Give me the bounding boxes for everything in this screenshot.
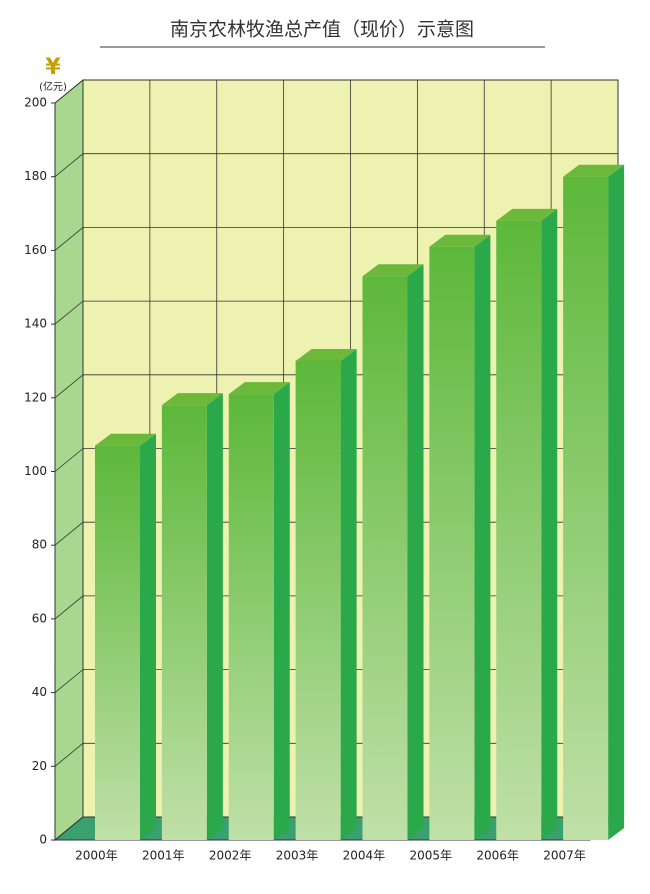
y-tick-label: 100 <box>24 464 47 478</box>
y-tick-label: 60 <box>32 611 47 625</box>
x-tick-label: 2000年 <box>75 849 118 863</box>
y-tick-label: 120 <box>24 390 47 404</box>
chart-title: 南京农林牧渔总产值（现价）示意图 <box>170 19 474 41</box>
bar-side <box>206 393 223 840</box>
bar-side <box>474 234 491 841</box>
bar-side <box>407 264 424 840</box>
y-tick-label: 140 <box>24 317 47 331</box>
bar-side <box>140 433 156 840</box>
bar-top <box>295 348 357 361</box>
grid-line <box>54 153 618 178</box>
bar <box>161 405 207 840</box>
bar-side <box>608 164 625 840</box>
grid-line <box>54 79 618 104</box>
bar-top <box>563 164 625 177</box>
bar <box>95 445 140 840</box>
bar-top <box>496 208 558 221</box>
grid-line <box>54 226 618 251</box>
x-tick-label: 2004年 <box>343 849 386 863</box>
bar <box>295 360 341 840</box>
x-tick-label: 2006年 <box>476 849 519 863</box>
x-tick-label: 2001年 <box>142 849 185 863</box>
y-tick-label: 0 <box>39 833 47 847</box>
x-tick-label: 2003年 <box>276 849 319 863</box>
x-tick-label: 2007年 <box>543 849 586 863</box>
y-tick-label: 160 <box>24 243 47 257</box>
bar <box>496 220 542 841</box>
bar-side <box>273 382 290 840</box>
bar-top <box>228 382 290 395</box>
bar-top <box>429 234 491 247</box>
x-tick-label: 2002年 <box>209 849 252 863</box>
y-tick-label: 40 <box>32 685 47 699</box>
bar-top <box>161 393 223 406</box>
bar <box>362 276 408 840</box>
y-tick-label: 180 <box>24 169 47 183</box>
y-tick-label: 200 <box>24 96 47 110</box>
bar-side <box>340 348 357 840</box>
bar <box>563 176 609 840</box>
y-tick-label: 80 <box>32 538 47 552</box>
bar <box>429 246 475 841</box>
y-unit: (亿元) <box>39 80 67 93</box>
bar-top <box>95 433 156 446</box>
y-tick-label: 20 <box>32 759 47 773</box>
bar-side <box>541 208 558 841</box>
bar-top <box>362 264 424 277</box>
currency-symbol: ¥ <box>45 55 61 80</box>
x-tick-label: 2005年 <box>410 849 453 863</box>
bar <box>228 394 274 840</box>
